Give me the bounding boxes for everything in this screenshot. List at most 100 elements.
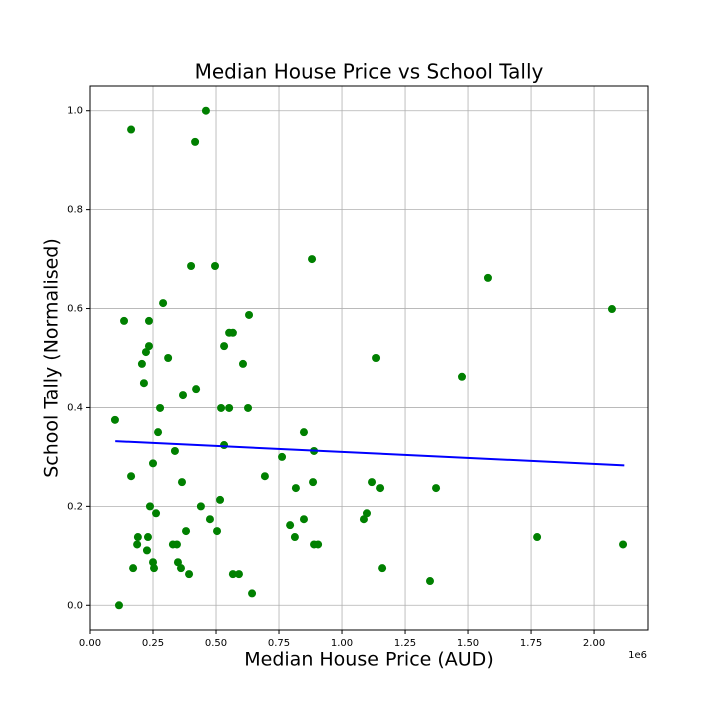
point bbox=[220, 342, 229, 351]
point bbox=[432, 484, 441, 493]
point bbox=[286, 521, 295, 530]
point bbox=[216, 495, 225, 504]
point bbox=[191, 137, 200, 146]
point bbox=[179, 391, 187, 400]
point bbox=[150, 564, 159, 573]
point bbox=[192, 385, 201, 394]
point bbox=[234, 570, 243, 579]
point bbox=[185, 570, 194, 579]
point bbox=[137, 359, 146, 368]
point bbox=[129, 564, 138, 573]
y-tick-label: 0.8 bbox=[67, 205, 83, 216]
x-tick-label: 0.25 bbox=[142, 638, 164, 649]
point bbox=[177, 478, 186, 487]
point bbox=[133, 540, 142, 549]
y-tick-label: 0.6 bbox=[67, 304, 83, 315]
point bbox=[225, 403, 234, 412]
point bbox=[127, 472, 136, 481]
point bbox=[378, 564, 387, 573]
point bbox=[145, 502, 154, 511]
point bbox=[156, 403, 165, 412]
point bbox=[607, 305, 616, 314]
point bbox=[278, 452, 287, 461]
point bbox=[149, 459, 158, 468]
point bbox=[149, 558, 158, 567]
point bbox=[238, 359, 247, 368]
point bbox=[133, 533, 142, 542]
point bbox=[309, 478, 318, 487]
point bbox=[139, 379, 148, 388]
grid bbox=[86, 86, 648, 634]
point bbox=[372, 354, 381, 362]
point bbox=[154, 428, 163, 437]
fit-line bbox=[115, 440, 625, 467]
axes-frame bbox=[89, 85, 649, 631]
point bbox=[619, 540, 628, 549]
x-tick-label: 0.50 bbox=[205, 638, 227, 649]
point bbox=[425, 577, 434, 586]
point bbox=[172, 540, 181, 549]
point bbox=[217, 403, 226, 412]
point bbox=[176, 564, 185, 573]
point bbox=[533, 533, 542, 542]
point bbox=[143, 533, 152, 542]
point bbox=[187, 262, 196, 271]
point bbox=[308, 255, 317, 264]
y-tick-label: 1.0 bbox=[67, 106, 83, 117]
x-tick-label: 1.25 bbox=[394, 638, 416, 649]
x-tick-label: 1.00 bbox=[331, 638, 353, 649]
point bbox=[290, 533, 299, 542]
point bbox=[299, 515, 308, 524]
chart-title: Median House Price vs School Tally bbox=[195, 60, 544, 84]
point bbox=[144, 342, 153, 351]
x-tick-label: 1.50 bbox=[457, 638, 479, 649]
point bbox=[314, 540, 323, 549]
x-tick-label: 1.75 bbox=[520, 638, 542, 649]
point bbox=[142, 546, 151, 555]
x-tick-label: 0.75 bbox=[268, 638, 290, 649]
point bbox=[291, 484, 300, 493]
point bbox=[260, 472, 269, 481]
point bbox=[220, 441, 229, 450]
marks bbox=[110, 106, 628, 610]
point bbox=[114, 601, 123, 610]
point bbox=[213, 527, 222, 536]
x-axis-label: Median House Price (AUD) bbox=[244, 649, 493, 671]
point bbox=[244, 403, 253, 412]
y-axis-label: School Tally (Normalised) bbox=[41, 238, 63, 478]
y-tick-label: 0.0 bbox=[67, 600, 83, 611]
point bbox=[173, 558, 182, 567]
x-offset-label: 1e6 bbox=[628, 650, 647, 661]
point bbox=[159, 299, 168, 308]
point bbox=[120, 316, 129, 325]
point bbox=[170, 446, 179, 455]
point bbox=[127, 125, 136, 134]
point bbox=[368, 478, 377, 487]
point bbox=[144, 316, 153, 325]
x-tick-label: 2.00 bbox=[583, 638, 605, 649]
point bbox=[164, 354, 173, 362]
point bbox=[110, 415, 119, 424]
y-tick-label: 0.2 bbox=[67, 501, 83, 512]
point bbox=[359, 515, 368, 524]
x-tick-label: 0.00 bbox=[79, 638, 101, 649]
point bbox=[196, 502, 205, 511]
point bbox=[141, 348, 150, 357]
point bbox=[205, 515, 214, 524]
point bbox=[211, 262, 220, 271]
point bbox=[362, 509, 371, 518]
point bbox=[228, 570, 237, 579]
point bbox=[248, 589, 257, 598]
point bbox=[182, 527, 191, 536]
point bbox=[201, 106, 210, 115]
point bbox=[152, 509, 161, 518]
point bbox=[376, 484, 385, 493]
point bbox=[458, 372, 466, 381]
point bbox=[245, 310, 254, 319]
y-tick-label: 0.4 bbox=[67, 402, 83, 413]
point bbox=[228, 328, 237, 337]
point bbox=[483, 273, 492, 282]
point bbox=[299, 428, 308, 437]
